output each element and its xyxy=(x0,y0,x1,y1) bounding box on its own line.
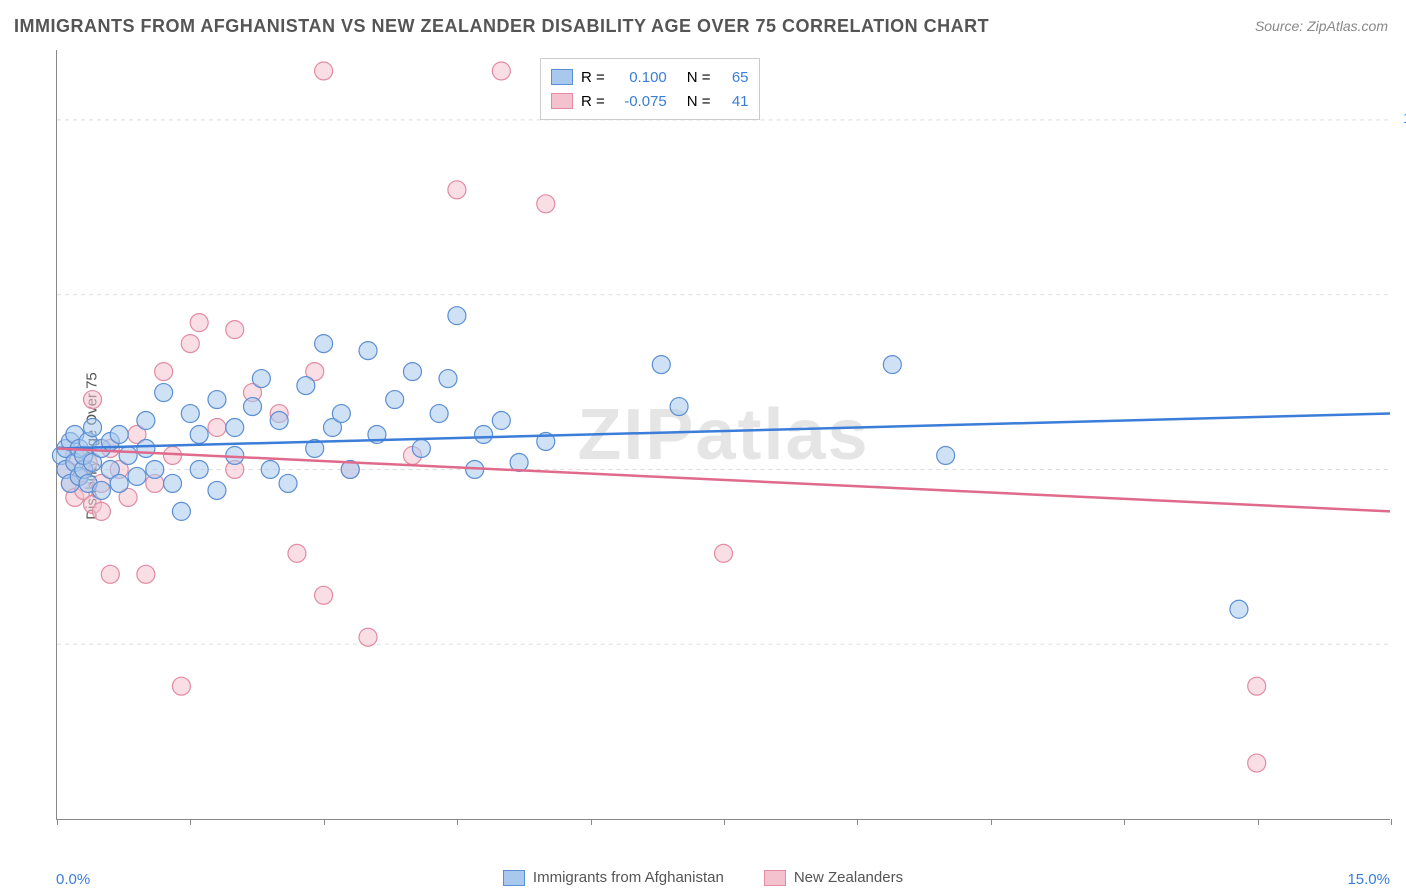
xtick xyxy=(1124,819,1125,825)
n-label-2: N = xyxy=(687,93,711,110)
r-value-1: 0.100 xyxy=(613,69,667,86)
legend-item-2: New Zealanders xyxy=(764,869,903,886)
swatch-blue xyxy=(551,69,573,85)
swatch-blue-icon xyxy=(503,870,525,886)
legend-top: R = 0.100 N = 65 R = -0.075 N = 41 xyxy=(540,58,760,120)
r-label: R = xyxy=(581,69,605,86)
plot-svg xyxy=(57,50,1390,819)
xtick xyxy=(190,819,191,825)
xtick xyxy=(724,819,725,825)
xtick xyxy=(324,819,325,825)
xtick xyxy=(1258,819,1259,825)
plot-area: ZIPatlas 25.0%50.0%75.0%100.0% xyxy=(56,50,1390,820)
xtick xyxy=(991,819,992,825)
xtick xyxy=(1391,819,1392,825)
chart-container: IMMIGRANTS FROM AFGHANISTAN VS NEW ZEALA… xyxy=(0,0,1406,892)
xtick xyxy=(457,819,458,825)
swatch-pink xyxy=(551,93,573,109)
r-label-2: R = xyxy=(581,93,605,110)
source-label: Source: ZipAtlas.com xyxy=(1255,18,1388,34)
n-value-2: 41 xyxy=(719,93,749,110)
swatch-pink-icon xyxy=(764,870,786,886)
x-axis-max-label: 15.0% xyxy=(1347,871,1390,888)
r-value-2: -0.075 xyxy=(613,93,667,110)
legend-row-1: R = 0.100 N = 65 xyxy=(551,65,749,89)
chart-title: IMMIGRANTS FROM AFGHANISTAN VS NEW ZEALA… xyxy=(14,16,989,37)
legend-row-2: R = -0.075 N = 41 xyxy=(551,89,749,113)
xtick xyxy=(57,819,58,825)
n-value-1: 65 xyxy=(719,69,749,86)
x-axis-min-label: 0.0% xyxy=(56,871,90,888)
legend-label-2: New Zealanders xyxy=(794,869,903,886)
xtick xyxy=(857,819,858,825)
n-label: N = xyxy=(687,69,711,86)
xtick xyxy=(591,819,592,825)
legend-label-1: Immigrants from Afghanistan xyxy=(533,869,724,886)
legend-bottom: Immigrants from Afghanistan New Zealande… xyxy=(0,869,1406,886)
legend-item-1: Immigrants from Afghanistan xyxy=(503,869,724,886)
